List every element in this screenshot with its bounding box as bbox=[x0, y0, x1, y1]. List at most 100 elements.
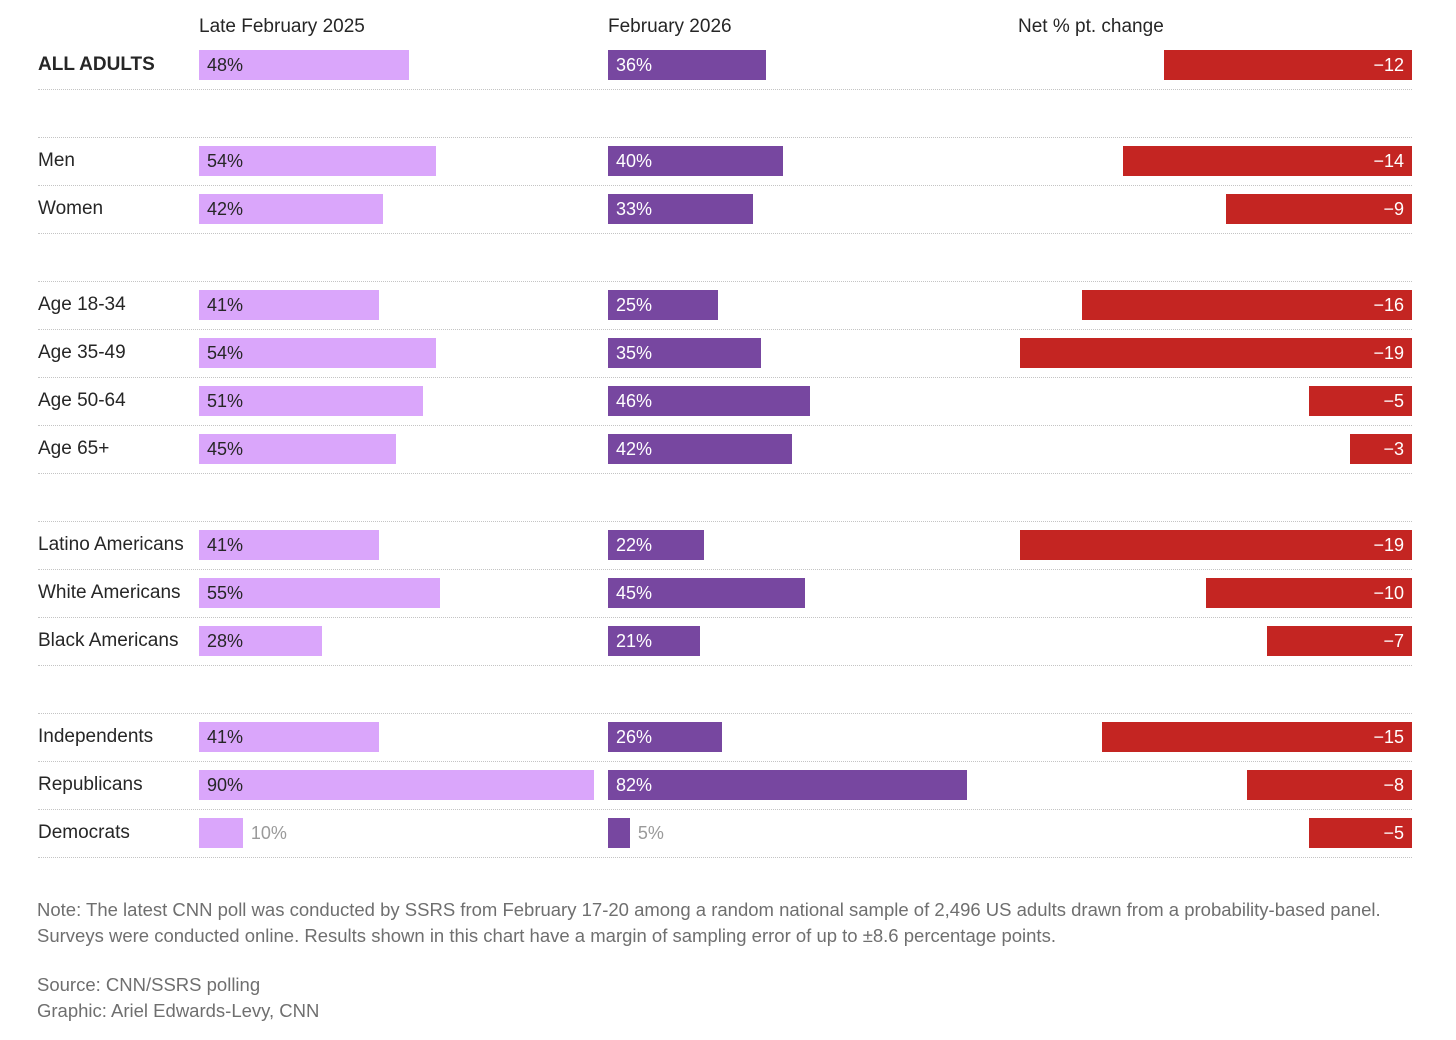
row-divider bbox=[38, 857, 1412, 858]
2025-value-label: 42% bbox=[207, 199, 244, 219]
change-value-label: −15 bbox=[1373, 727, 1404, 747]
2026-value-label: 21% bbox=[616, 631, 653, 651]
2026-bar bbox=[608, 338, 762, 368]
note-line-2: Surveys were conducted online. Results s… bbox=[37, 925, 1056, 946]
change-bar bbox=[1081, 290, 1412, 320]
change-value-label: −16 bbox=[1373, 295, 1404, 315]
2026-bar bbox=[608, 818, 630, 848]
row-divider bbox=[38, 473, 1412, 474]
2025-value-label: 55% bbox=[207, 583, 244, 603]
note-line-1: Note: The latest CNN poll was conducted … bbox=[37, 899, 1381, 920]
2026-bar bbox=[608, 626, 701, 656]
change-bar bbox=[1019, 530, 1412, 560]
2025-bar bbox=[199, 194, 384, 224]
change-value-label: −12 bbox=[1373, 55, 1404, 75]
group-divider-top bbox=[38, 281, 1412, 282]
change-value-label: −3 bbox=[1383, 439, 1404, 459]
2026-value-label: 82% bbox=[616, 775, 653, 795]
2025-bar bbox=[199, 434, 397, 464]
2025-bar bbox=[199, 146, 436, 176]
row-divider bbox=[38, 809, 1412, 810]
row-label-democrats: Democrats bbox=[38, 822, 130, 843]
group-divider-top bbox=[38, 521, 1412, 522]
2025-bar bbox=[199, 818, 243, 848]
2025-value-label: 54% bbox=[207, 343, 244, 363]
2026-bar bbox=[608, 386, 810, 416]
2026-value-label: 33% bbox=[616, 199, 653, 219]
row-divider bbox=[38, 761, 1412, 762]
header-net-change: Net % pt. change bbox=[1018, 16, 1164, 37]
2026-bar bbox=[608, 194, 753, 224]
2026-value-label: 46% bbox=[616, 391, 653, 411]
source-text: Source: CNN/SSRS polling bbox=[37, 974, 261, 995]
2026-bar bbox=[608, 434, 793, 464]
header-february-2026: February 2026 bbox=[608, 16, 732, 37]
change-bar bbox=[1205, 578, 1412, 608]
2026-value-label: 5% bbox=[637, 823, 664, 843]
row-label-all-adults: ALL ADULTS bbox=[38, 54, 155, 75]
2026-bar bbox=[608, 50, 766, 80]
2026-value-label: 40% bbox=[616, 151, 653, 171]
change-value-label: −14 bbox=[1373, 151, 1404, 171]
2026-value-label: 26% bbox=[616, 727, 653, 747]
change-value-label: −7 bbox=[1383, 631, 1404, 651]
group-divider-top bbox=[38, 137, 1412, 138]
row-divider bbox=[38, 425, 1412, 426]
change-bar bbox=[1246, 770, 1412, 800]
group-divider-top bbox=[38, 713, 1412, 714]
2025-bar bbox=[199, 386, 423, 416]
2026-value-label: 42% bbox=[616, 439, 653, 459]
change-bar bbox=[1350, 434, 1412, 464]
2026-value-label: 36% bbox=[616, 55, 653, 75]
row-label-black-americans: Black Americans bbox=[38, 630, 179, 651]
2025-value-label: 41% bbox=[207, 295, 244, 315]
row-divider bbox=[38, 617, 1412, 618]
2026-value-label: 22% bbox=[616, 535, 653, 555]
2025-value-label: 41% bbox=[207, 535, 244, 555]
row-divider bbox=[38, 569, 1412, 570]
change-bar bbox=[1122, 146, 1412, 176]
row-label-age-18-34: Age 18-34 bbox=[38, 294, 126, 315]
change-value-label: −5 bbox=[1383, 391, 1404, 411]
row-divider bbox=[38, 377, 1412, 378]
change-value-label: −19 bbox=[1373, 343, 1404, 363]
2025-value-label: 51% bbox=[207, 391, 244, 411]
2025-bar bbox=[199, 722, 379, 752]
row-label-age-50-64: Age 50-64 bbox=[38, 390, 126, 411]
change-value-label: −9 bbox=[1383, 199, 1404, 219]
row-label-age-65: Age 65+ bbox=[38, 438, 110, 459]
2025-bar bbox=[199, 338, 436, 368]
row-divider bbox=[38, 329, 1412, 330]
2025-bar bbox=[199, 530, 379, 560]
2026-bar bbox=[608, 290, 718, 320]
2025-value-label: 54% bbox=[207, 151, 244, 171]
row-divider bbox=[38, 233, 1412, 234]
header-late-february-2025: Late February 2025 bbox=[199, 16, 365, 37]
row-label-age-35-49: Age 35-49 bbox=[38, 342, 126, 363]
2025-bar bbox=[199, 578, 441, 608]
2026-value-label: 45% bbox=[616, 583, 653, 603]
row-divider bbox=[38, 89, 1412, 90]
row-label-men: Men bbox=[38, 150, 75, 171]
change-bar bbox=[1102, 722, 1412, 752]
change-bar bbox=[1226, 194, 1412, 224]
2025-value-label: 41% bbox=[207, 727, 244, 747]
change-value-label: −8 bbox=[1383, 775, 1404, 795]
change-bar bbox=[1308, 386, 1412, 416]
row-divider bbox=[38, 665, 1412, 666]
2026-bar bbox=[608, 722, 722, 752]
change-value-label: −19 bbox=[1373, 535, 1404, 555]
2025-value-label: 48% bbox=[207, 55, 244, 75]
2025-value-label: 45% bbox=[207, 439, 244, 459]
change-bar bbox=[1267, 626, 1412, 656]
row-label-latino-americans: Latino Americans bbox=[38, 534, 184, 555]
2026-bar bbox=[608, 578, 806, 608]
2025-value-label: 10% bbox=[250, 823, 287, 843]
2025-bar bbox=[199, 50, 410, 80]
2025-value-label: 28% bbox=[207, 631, 244, 651]
change-bar bbox=[1164, 50, 1412, 80]
change-bar bbox=[1308, 818, 1412, 848]
2025-bar bbox=[199, 290, 379, 320]
row-label-republicans: Republicans bbox=[38, 774, 143, 795]
change-value-label: −5 bbox=[1383, 823, 1404, 843]
